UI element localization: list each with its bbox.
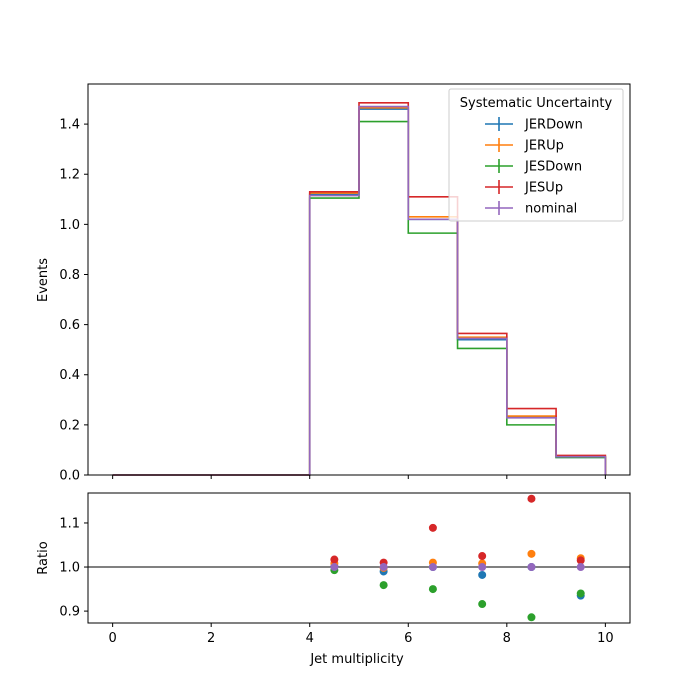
top-y-tick-label-1: 0.2	[59, 418, 80, 433]
top-y-axis-label: Events	[36, 258, 51, 302]
ratio-point-nominal-3	[478, 563, 487, 572]
ratio-point-JESDown-2	[428, 585, 437, 594]
ratio-y-ticks: 0.9 1.0 1.1	[59, 516, 88, 620]
x-tick-label-2: 4	[306, 631, 314, 646]
top-y-tick-label-4: 0.8	[59, 268, 80, 283]
ratio-y-tick-label-0: 0.9	[59, 605, 80, 620]
top-y-tick-label-5: 1.0	[59, 218, 80, 233]
legend-label-JESUp: JESUp	[524, 181, 563, 196]
legend-label-JESDown: JESDown	[524, 160, 582, 175]
ratio-x-ticks: 0 2 4 6 8 10	[108, 623, 614, 646]
ratio-point-nominal-5	[576, 563, 585, 572]
ratio-point-JESDown-4	[527, 613, 536, 622]
ratio-panel: 0 2 4 6 8 10 0.9 1.0 1.1 Ratio Jet multiplicity	[36, 492, 631, 667]
ratio-point-nominal-0	[330, 563, 339, 572]
ratio-point-JESUp-2	[428, 523, 437, 532]
x-axis-label: Jet multiplicity	[309, 652, 404, 667]
ratio-y-tick-label-2: 1.1	[59, 516, 80, 531]
legend-label-nominal: nominal	[525, 202, 577, 217]
legend-item-JERUp: JERUp	[485, 138, 564, 154]
ratio-point-JESUp-3	[478, 552, 487, 561]
top-axes-frame	[87, 83, 631, 476]
legend-item-nominal: nominal	[485, 201, 577, 217]
ratio-point-JERUp-4	[527, 549, 536, 558]
ratio-point-nominal-4	[527, 563, 536, 572]
top-x-ticks	[112, 475, 606, 479]
ratio-point-JESUp-5	[576, 556, 585, 565]
top-y-tick-label-7: 1.4	[59, 118, 80, 133]
x-tick-label-1: 2	[207, 631, 215, 646]
x-tick-label-4: 8	[503, 631, 511, 646]
ratio-point-JESDown-3	[478, 600, 487, 609]
x-tick-label-0: 0	[108, 631, 116, 646]
ratio-point-JESUp-4	[527, 494, 536, 503]
ratio-points	[330, 494, 585, 622]
ratio-y-tick-label-1: 1.0	[59, 561, 80, 576]
x-tick-label-5: 10	[597, 631, 614, 646]
legend-item-JERDown: JERDown	[485, 117, 583, 133]
ratio-point-nominal-1	[379, 563, 388, 572]
top-y-tick-label-2: 0.4	[59, 368, 80, 383]
top-y-tick-label-3: 0.6	[59, 318, 80, 333]
top-y-ticks: 0.0 0.2 0.4 0.6 0.8 1.0 1.2 1.4	[59, 118, 88, 484]
legend-label-JERUp: JERUp	[524, 139, 564, 154]
ratio-axes-frame	[87, 492, 631, 624]
ratio-point-nominal-2	[428, 563, 437, 572]
x-tick-label-3: 6	[404, 631, 412, 646]
legend-label-JERDown: JERDown	[524, 118, 583, 133]
legend-title: Systematic Uncertainty	[460, 96, 613, 111]
ratio-y-axis-label: Ratio	[36, 541, 51, 574]
top-panel: 0.0 0.2 0.4 0.6 0.8 1.0 1.2 1.4 Events Systemat…	[36, 83, 631, 484]
ratio-point-JESDown-5	[576, 589, 585, 598]
top-y-tick-label-6: 1.2	[59, 168, 80, 183]
legend-item-JESDown: JESDown	[485, 159, 582, 175]
legend-item-JESUp: JESUp	[485, 180, 563, 196]
top-y-tick-label-0: 0.0	[59, 469, 80, 484]
ratio-point-JESUp-0	[330, 555, 339, 564]
ratio-point-JESDown-1	[379, 581, 388, 590]
legend: Systematic Uncertainty JERDown JERUp JESDo…	[448, 88, 624, 222]
ratio-point-JERDown-3	[478, 570, 487, 579]
legend-box	[448, 88, 624, 222]
legend-items: JERDown JERUp JESDown JESUp nominal	[485, 117, 583, 217]
